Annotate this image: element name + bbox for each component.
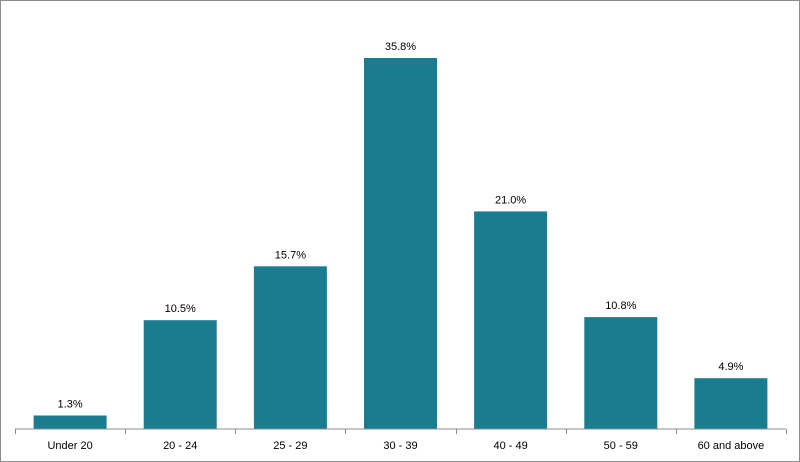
bar — [584, 317, 658, 429]
x-tick-label: 30 - 39 — [383, 440, 417, 452]
x-tick-label: 60 and above — [698, 440, 765, 452]
x-tick-label: Under 20 — [47, 440, 92, 452]
data-label: 4.9% — [718, 361, 743, 373]
data-label: 10.5% — [165, 303, 196, 315]
data-label: 21.0% — [495, 194, 526, 206]
x-tick-label: 20 - 24 — [163, 440, 197, 452]
bar — [364, 58, 437, 429]
data-label: 15.7% — [275, 249, 306, 261]
bar — [33, 415, 107, 429]
data-label: 35.8% — [385, 41, 416, 53]
x-tick-label: 50 - 59 — [604, 440, 638, 452]
data-label: 1.3% — [58, 399, 83, 411]
x-axis-ticks — [15, 429, 787, 434]
bar — [474, 211, 548, 429]
x-tick-label: 40 - 49 — [493, 440, 527, 452]
data-label: 10.8% — [605, 300, 636, 312]
data-labels-group: 1.3% 10.5% 15.7% 35.8% 21.0% 10.8% 4.9% — [58, 41, 744, 411]
x-tick-label: 25 - 29 — [273, 440, 307, 452]
bar — [253, 266, 327, 429]
bars-group — [33, 58, 768, 429]
bar — [143, 320, 217, 429]
bar — [694, 378, 768, 429]
x-axis-tick-labels: Under 20 20 - 24 25 - 29 30 - 39 40 - 49 50 -… — [47, 440, 764, 452]
